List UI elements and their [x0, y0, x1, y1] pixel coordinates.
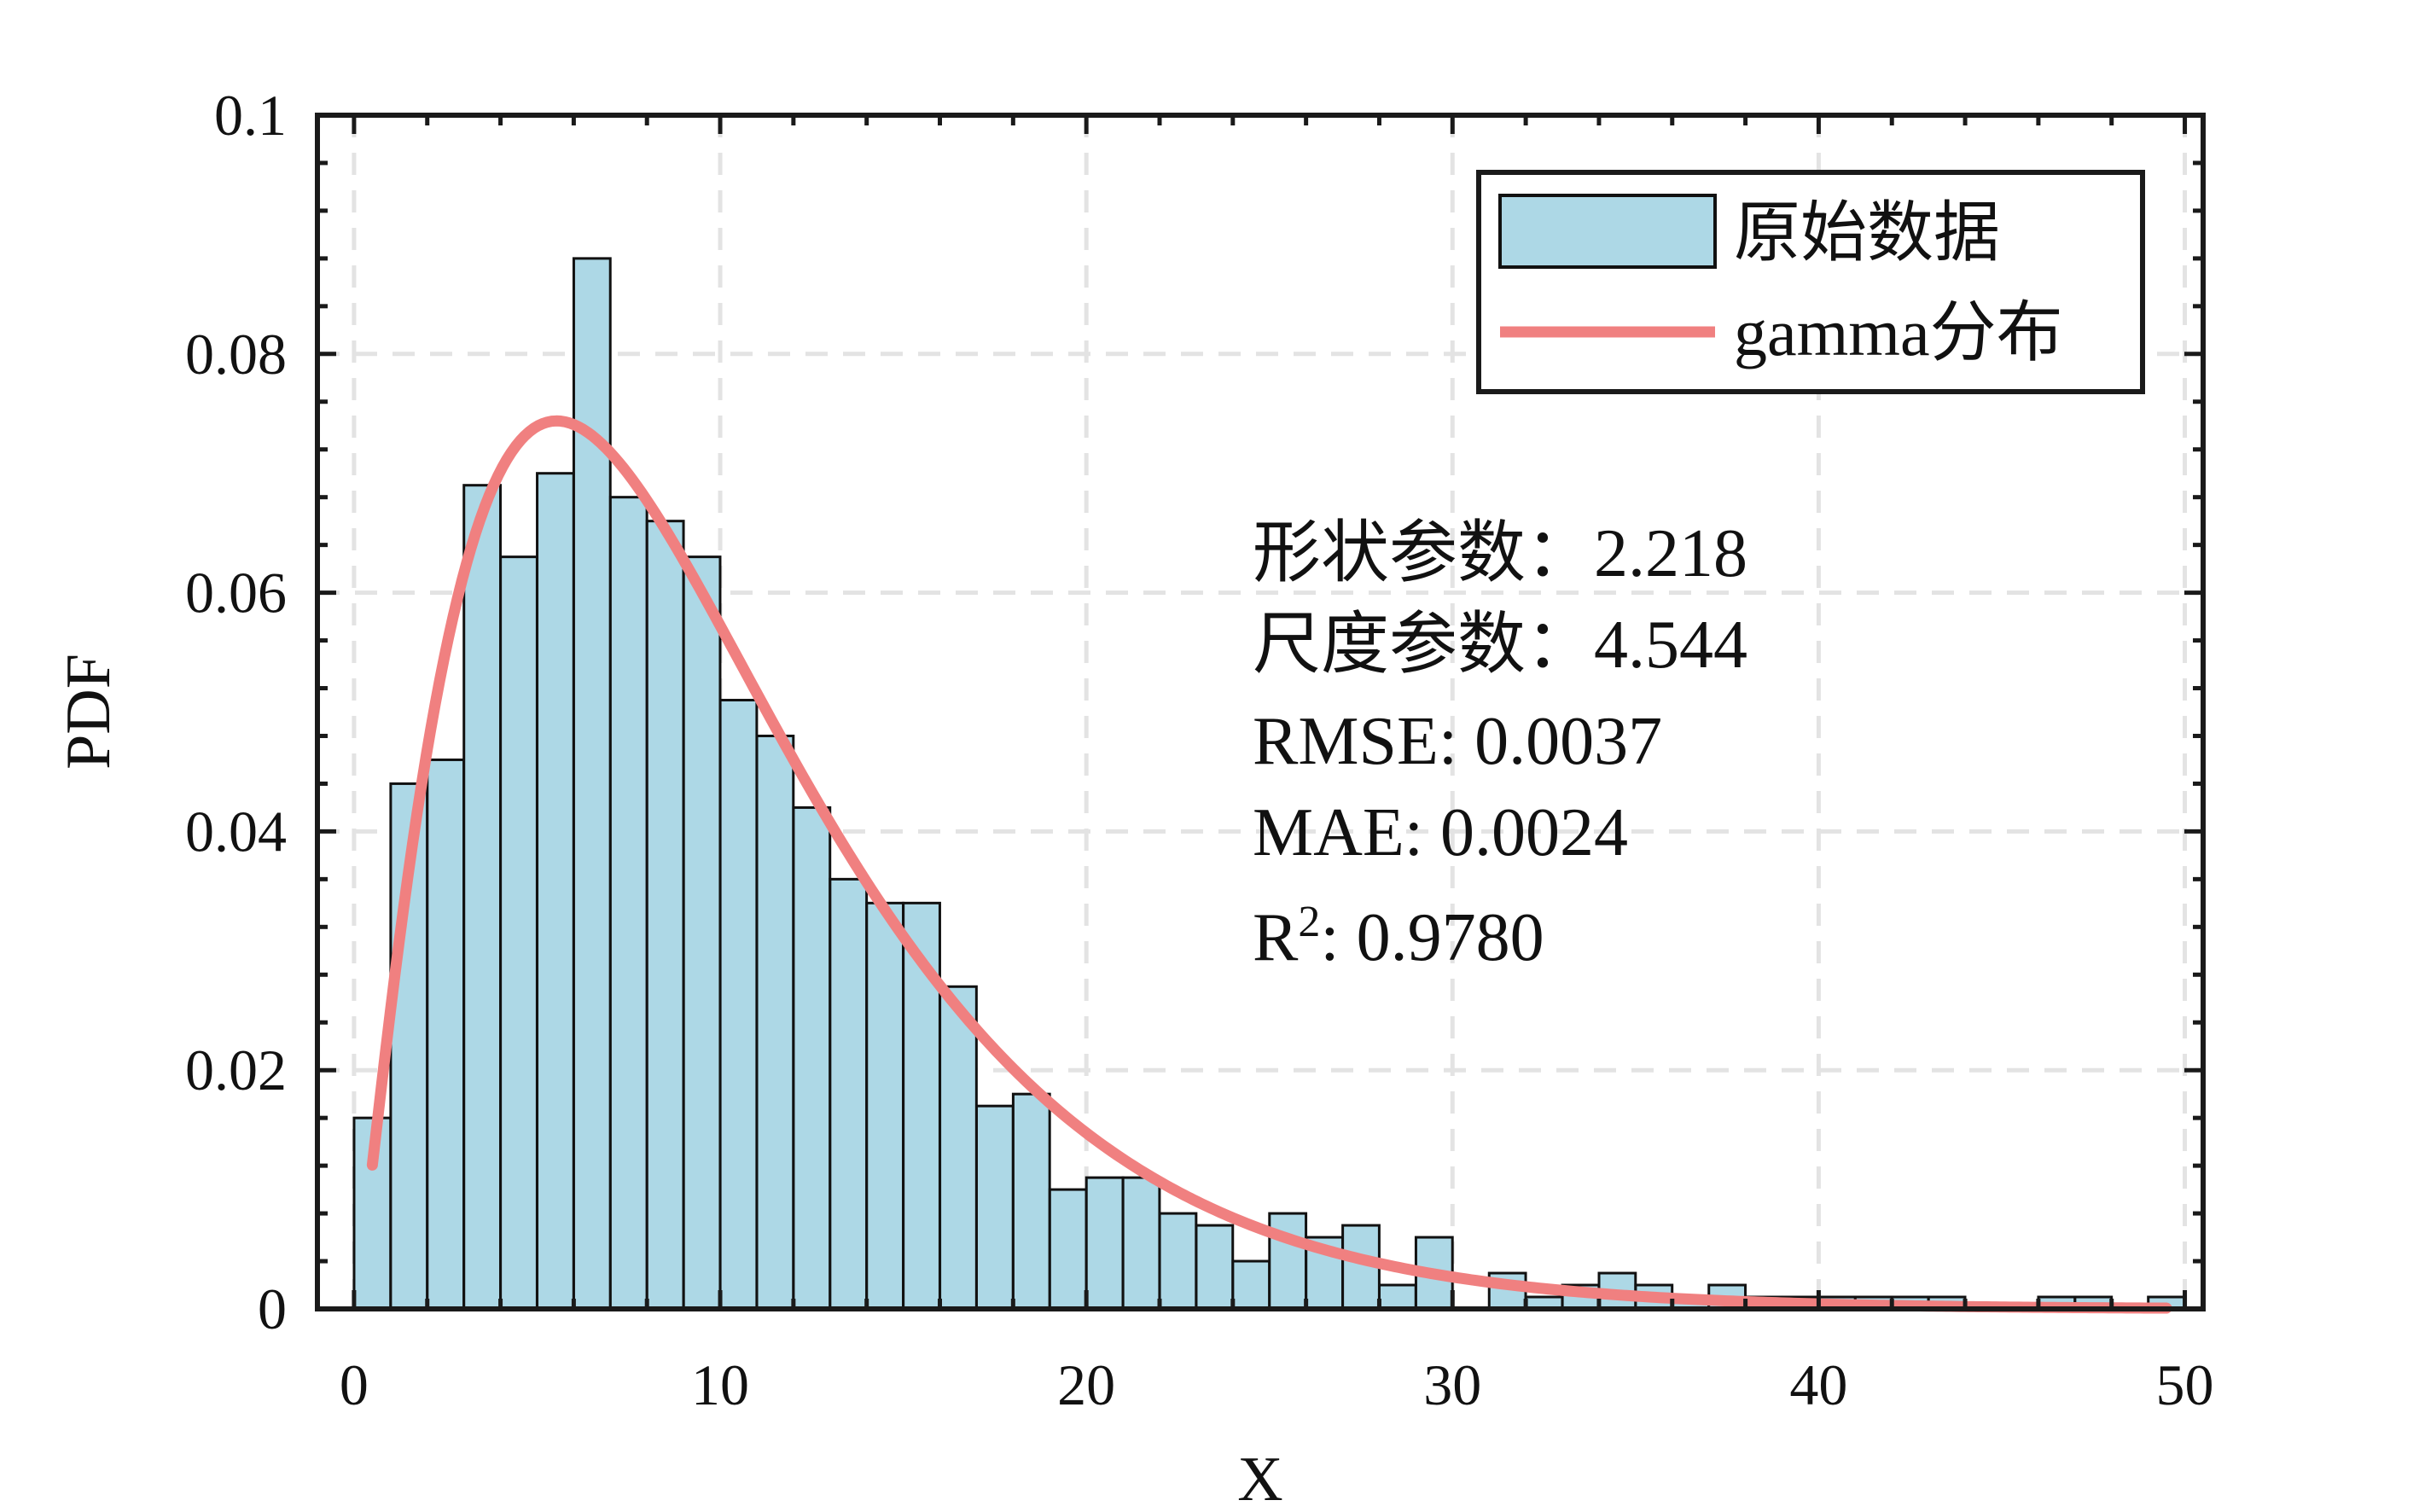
x-tick-label-2: 20	[1057, 1352, 1115, 1417]
fit-statistics: 形状参数：2.218 尺度参数：4.544 RMSE: 0.0037 MAE: 0.0…	[1253, 516, 1747, 975]
histogram-bar-20	[1084, 1176, 1125, 1311]
fit-statistic-3: MAE: 0.0024	[1253, 795, 1628, 870]
y-tick-label-4: 0.08	[185, 322, 287, 387]
histogram-bar-7	[608, 496, 648, 1311]
histogram-bar-21	[1121, 1176, 1161, 1311]
axis-ticks	[317, 113, 2203, 1311]
histogram-bar-4	[499, 555, 538, 1311]
histogram-bar-19	[1048, 1188, 1088, 1311]
histogram-bar-8	[645, 520, 685, 1311]
histogram-bar-17	[974, 1104, 1015, 1311]
gamma-fit-line	[366, 415, 2172, 1314]
histogram-bar-13	[829, 877, 869, 1311]
histogram-bar-5	[536, 472, 575, 1311]
x-tick-label-4: 40	[1789, 1352, 1847, 1417]
y-axis-title: PDF	[54, 654, 124, 770]
histogram-bar-10	[718, 699, 759, 1311]
histogram-bar-9	[682, 555, 722, 1311]
y-tick-label-1: 0.02	[185, 1038, 287, 1102]
histogram-bar-23	[1195, 1224, 1235, 1311]
y-tick-label-3: 0.06	[185, 561, 287, 625]
x-tick-label-5: 50	[2156, 1352, 2214, 1417]
legend: 原始数据 gamma分布	[1476, 170, 2145, 394]
x-tick-label-3: 30	[1423, 1352, 1481, 1417]
histogram-bar-18	[1011, 1092, 1051, 1311]
x-axis-title: X	[1237, 1445, 1282, 1512]
legend-histogram-label: 原始数据	[1734, 195, 2000, 270]
histogram-bar-6	[572, 257, 612, 1311]
histogram-bar-2	[426, 758, 466, 1311]
y-tick-label-5: 0.1	[214, 83, 287, 148]
histogram-bar-11	[755, 734, 795, 1311]
histogram-bar-14	[865, 901, 905, 1311]
x-tick-label-0: 0	[340, 1352, 369, 1417]
y-tick-label-2: 0.04	[185, 799, 287, 864]
fit-statistic-4: R2: 0.9780	[1253, 898, 1544, 976]
x-tick-label-1: 10	[691, 1352, 749, 1417]
histogram-bar-3	[462, 484, 502, 1311]
histogram-bar-16	[939, 985, 978, 1311]
histogram-bar-24	[1231, 1259, 1271, 1311]
axis-tick-labels: 0 10 20 30 40 50 0 0.02 0.04 0.06 0.08 0.1	[185, 83, 2214, 1417]
histogram-bar-25	[1268, 1212, 1308, 1311]
histogram-bar-22	[1158, 1212, 1198, 1311]
y-tick-label-0: 0	[258, 1276, 287, 1341]
histogram-bar-28	[1378, 1283, 1417, 1311]
fit-statistic-1: 尺度参数：4.544	[1253, 608, 1747, 683]
legend-histogram-swatch	[1498, 194, 1717, 269]
fit-statistic-0: 形状参数：2.218	[1253, 516, 1747, 591]
histogram-bar-12	[792, 805, 832, 1311]
plot-frame	[315, 113, 2206, 1311]
fit-statistic-2: RMSE: 0.0037	[1253, 704, 1662, 779]
legend-fit-line-label: gamma分布	[1734, 295, 2063, 369]
